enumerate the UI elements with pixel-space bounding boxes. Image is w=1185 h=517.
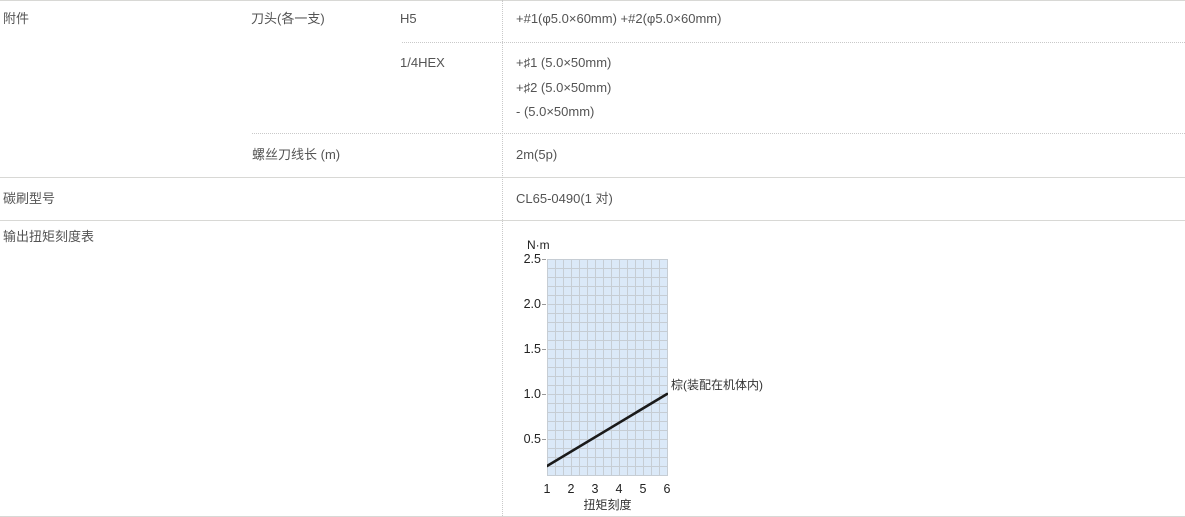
x-tick-label: 3: [591, 482, 599, 496]
bit-type-hex: 1/4HEX: [400, 55, 445, 70]
carbon-brush-value: CL65-0490(1 对): [516, 191, 613, 206]
y-tick-mark: [542, 259, 546, 260]
y-tick-label: 1.0: [523, 387, 541, 401]
bit-value-h5: +#1(φ5.0×60mm) +#2(φ5.0×60mm): [516, 11, 722, 26]
x-tick-label: 2: [567, 482, 575, 496]
accessories-label: 附件: [3, 11, 30, 26]
y-tick-label: 2.0: [523, 297, 541, 311]
cord-length-value: 2m(5p): [516, 147, 558, 162]
divider-value-column: [502, 0, 503, 516]
torque-line-layer: [547, 392, 668, 468]
cord-length-label: 螺丝刀线长 (m): [252, 147, 341, 162]
divider-under-cord-row: [0, 177, 1185, 178]
divider-under-h5-row: [402, 42, 1185, 43]
divider-under-brush-row: [0, 220, 1185, 221]
y-tick-label: 1.5: [523, 342, 541, 356]
y-tick-mark: [542, 349, 546, 350]
bit-value-hex-3: - (5.0×50mm): [516, 104, 595, 119]
series-label: 棕(装配在机体内): [671, 378, 763, 392]
bits-label: 刀头(各一支): [251, 11, 325, 26]
x-axis-title: 扭矩刻度: [583, 498, 632, 512]
torque-chart-label: 输出扭矩刻度表: [3, 229, 95, 244]
x-tick-label: 4: [615, 482, 623, 496]
bit-value-hex-2: +♯2 (5.0×50mm): [516, 80, 612, 95]
y-axis-unit-label: N·m: [527, 238, 550, 252]
bit-type-h5: H5: [400, 11, 417, 26]
divider-top: [0, 0, 1185, 1]
x-tick-label: 6: [663, 482, 671, 496]
torque-line: [547, 392, 668, 468]
torque-chart: N·m 扭矩刻度 棕(装配在机体内) 0.5 1.0 1.5 2.0 2.5 1 2 3 4 5 6: [505, 222, 835, 517]
divider-under-hex-row: [252, 133, 1185, 134]
y-tick-mark: [542, 439, 546, 440]
chart-plot-area: [547, 259, 668, 476]
x-tick-label: 1: [543, 482, 551, 496]
bit-value-hex-1: +♯1 (5.0×50mm): [516, 55, 612, 70]
y-tick-mark: [542, 394, 546, 395]
x-tick-label: 5: [639, 482, 647, 496]
y-tick-label: 0.5: [523, 432, 541, 446]
y-tick-label: 2.5: [523, 252, 541, 266]
y-tick-mark: [542, 304, 546, 305]
carbon-brush-label: 碳刷型号: [3, 191, 56, 206]
